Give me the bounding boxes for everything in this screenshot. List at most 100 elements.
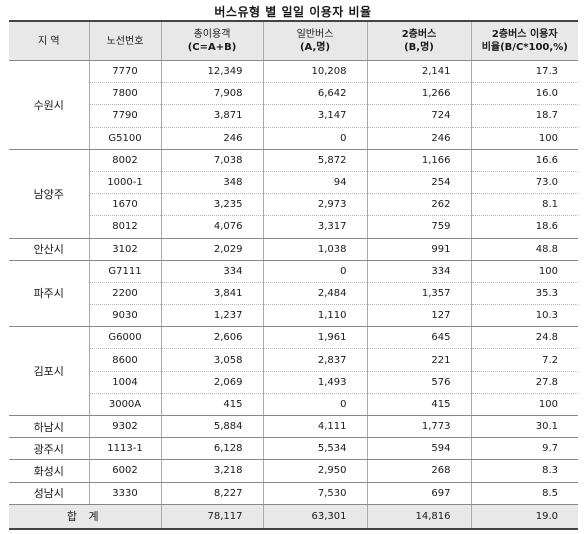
- table-row: 파주시 G7111 334 0 334 100: [9, 260, 578, 328]
- table-row: 7800 7,908 6,642 1,266 16.0: [9, 82, 578, 106]
- route-cell: 1000-1: [88, 171, 161, 195]
- route-cell: 8002: [88, 149, 161, 172]
- ratio-cell: 18.7: [470, 104, 578, 128]
- ratio-cell: 35.3: [470, 282, 578, 306]
- double-cell: 246: [366, 127, 471, 150]
- table-row: 9030 1,237 1,110 127 10.3: [9, 304, 578, 328]
- table-row: 2200 3,841 2,484 1,357 35.3: [9, 282, 578, 306]
- ratio-cell: 8.3: [470, 459, 578, 483]
- general-cell: 1,038: [262, 238, 367, 261]
- total-cell: 3,058: [160, 348, 263, 372]
- total-cell: 2,029: [160, 238, 263, 261]
- region-cell: 하남시: [9, 415, 89, 439]
- route-cell: 1670: [88, 193, 161, 217]
- table-row: 남양주 8002 7,038 5,872 1,166 16.6: [9, 149, 578, 239]
- table-row: 안산시 3102 2,029 1,038 991 48.8: [9, 238, 578, 261]
- ratio-cell: 16.0: [470, 82, 578, 106]
- route-cell: 9030: [88, 304, 161, 328]
- general-cell: 4,111: [262, 415, 367, 439]
- region-cell: 성남시: [9, 482, 89, 505]
- table-row: 성남시 3330 8,227 7,530 697 8.5: [9, 482, 578, 505]
- general-cell: 10,208: [262, 60, 367, 84]
- ratio-cell: 73.0: [470, 171, 578, 195]
- total-cell: 6,128: [160, 437, 263, 461]
- table-row: 8600 3,058 2,837 221 7.2: [9, 348, 578, 372]
- total-cell: 7,038: [160, 149, 263, 172]
- table-row: 하남시 9302 5,884 4,111 1,773 30.1: [9, 415, 578, 439]
- table-row: 1004 2,069 1,493 576 27.8: [9, 371, 578, 394]
- route-cell: 7800: [88, 82, 161, 106]
- region-cell: 김포시: [9, 326, 89, 416]
- total-cell: 4,076: [160, 215, 263, 239]
- general-cell: 7,530: [262, 482, 367, 505]
- total-cell: 8,227: [160, 482, 263, 505]
- table-row: G5100 246 0 246 100: [9, 127, 578, 150]
- double-cell: 415: [366, 393, 471, 417]
- general-cell: 0: [262, 127, 367, 150]
- general-cell: 2,837: [262, 348, 367, 372]
- route-cell: 6002: [88, 459, 161, 483]
- table-row: 광주시 1113-1 6,128 5,534 594 9.7: [9, 437, 578, 461]
- double-cell: 697: [366, 482, 471, 505]
- header-ratio: 2층버스 이용자 비율(B/C*100,%): [470, 20, 578, 61]
- route-cell: G5100: [88, 127, 161, 150]
- ratio-cell: 16.6: [470, 149, 578, 172]
- general-cell: 3,317: [262, 215, 367, 239]
- total-cell: 3,218: [160, 459, 263, 483]
- ratio-cell: 100: [470, 260, 578, 283]
- total-cell: 348: [160, 171, 263, 195]
- double-cell: 576: [366, 371, 471, 394]
- ratio-cell: 17.3: [470, 60, 578, 84]
- general-sum-cell: 63,301: [262, 503, 367, 530]
- total-label: 합 계: [9, 503, 161, 530]
- total-row: 합 계 78,117 63,301 14,816 19.0: [9, 503, 578, 530]
- table-row: 김포시 G6000 2,606 1,961 645 24.8: [9, 326, 578, 416]
- total-cell: 2,606: [160, 326, 263, 350]
- header-region: 지 역: [9, 20, 89, 61]
- total-sum-cell: 78,117: [160, 503, 263, 530]
- route-cell: 8012: [88, 215, 161, 239]
- double-cell: 759: [366, 215, 471, 239]
- double-cell: 221: [366, 348, 471, 372]
- route-cell: G7111: [88, 260, 161, 283]
- double-cell: 645: [366, 326, 471, 350]
- table-row: 1670 3,235 2,973 262 8.1: [9, 193, 578, 217]
- double-cell: 724: [366, 104, 471, 128]
- general-cell: 0: [262, 260, 367, 283]
- double-cell: 268: [366, 459, 471, 483]
- double-cell: 262: [366, 193, 471, 217]
- region-cell: 파주시: [9, 260, 89, 328]
- route-cell: 3000A: [88, 393, 161, 417]
- route-cell: 8600: [88, 348, 161, 372]
- table-row: 수원시 7770 12,349 10,208 2,141 17.3: [9, 60, 578, 150]
- double-cell: 1,166: [366, 149, 471, 172]
- double-cell: 594: [366, 437, 471, 461]
- ratio-sum-cell: 19.0: [470, 503, 578, 530]
- table-title: 버스유형 별 일일 이용자 비율: [214, 5, 372, 19]
- total-cell: 246: [160, 127, 263, 150]
- ratio-cell: 27.8: [470, 371, 578, 394]
- table-row: 8012 4,076 3,317 759 18.6: [9, 215, 578, 239]
- header-double: 2층버스 (B,명): [366, 20, 471, 61]
- table-row: 3000A 415 0 415 100: [9, 393, 578, 417]
- total-cell: 5,884: [160, 415, 263, 439]
- double-cell: 1,773: [366, 415, 471, 439]
- general-cell: 94: [262, 171, 367, 195]
- ratio-cell: 30.1: [470, 415, 578, 439]
- general-cell: 3,147: [262, 104, 367, 128]
- ratio-cell: 100: [470, 393, 578, 417]
- route-cell: 2200: [88, 282, 161, 306]
- header-row: 지 역 노선번호 총이용객 (C=A+B) 일반버스 (A,명) 2층버스 (B,명)…: [9, 20, 578, 61]
- route-cell: 9302: [88, 415, 161, 439]
- route-cell: 1004: [88, 371, 161, 394]
- ratio-cell: 7.2: [470, 348, 578, 372]
- general-cell: 5,534: [262, 437, 367, 461]
- total-cell: 1,237: [160, 304, 263, 328]
- ratio-cell: 48.8: [470, 238, 578, 261]
- double-cell: 334: [366, 260, 471, 283]
- ratio-cell: 10.3: [470, 304, 578, 328]
- double-cell: 1,266: [366, 82, 471, 106]
- route-cell: 1113-1: [88, 437, 161, 461]
- header-route: 노선번호: [88, 20, 161, 61]
- general-cell: 1,110: [262, 304, 367, 328]
